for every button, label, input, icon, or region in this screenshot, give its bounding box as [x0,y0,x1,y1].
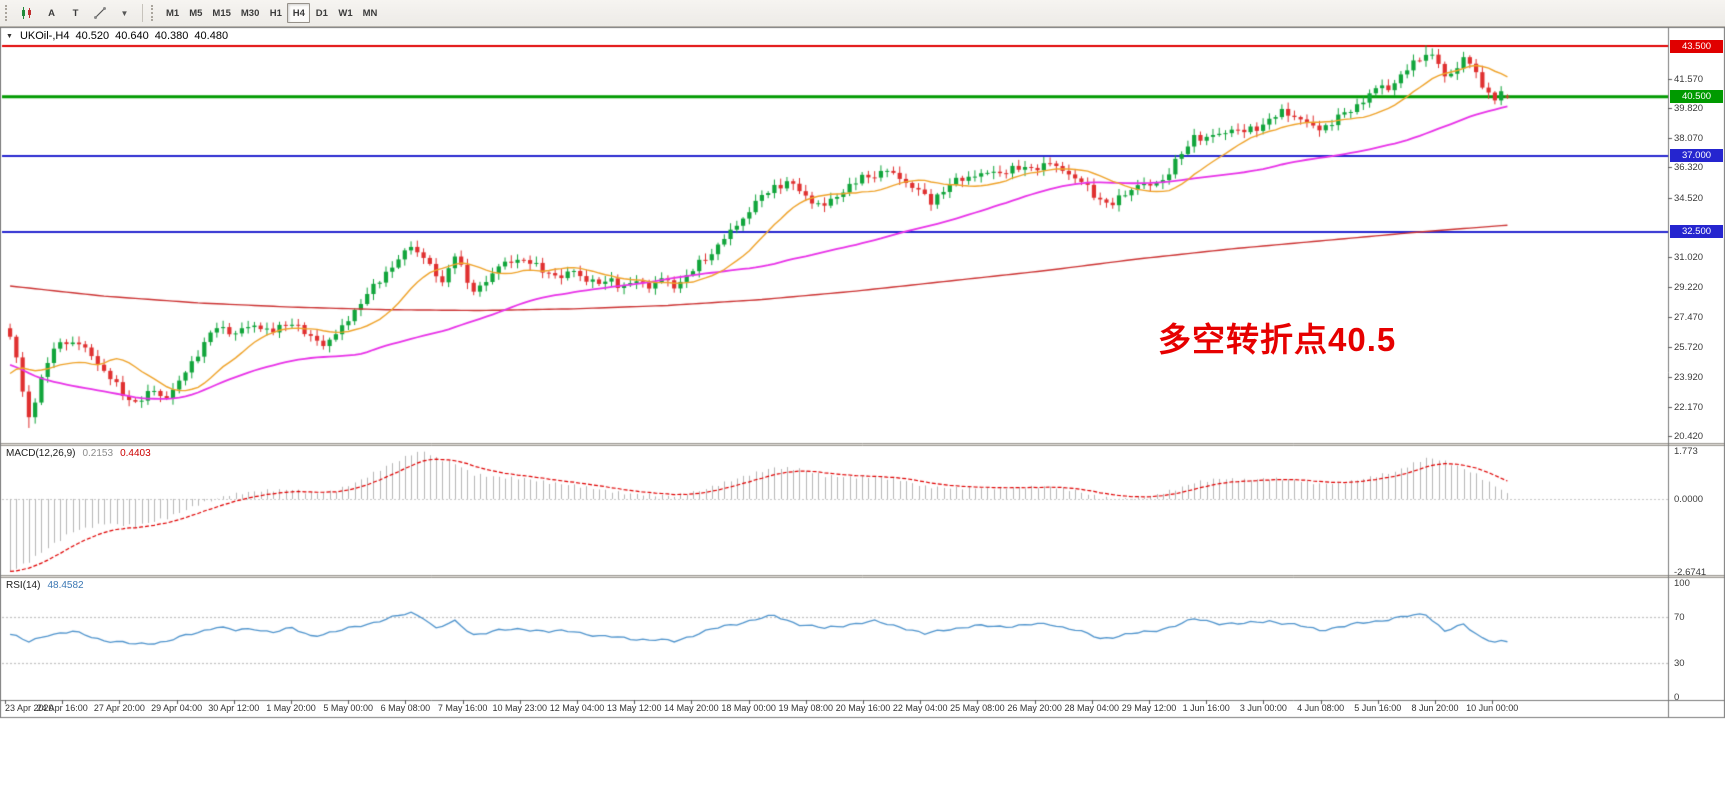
macd-main-value: 0.2153 [82,448,114,459]
toolbar-dropdown-button[interactable]: ▼ [113,3,136,23]
chart-type-button[interactable] [15,3,39,23]
timeframe-toolbar: M1 M5 M15 M30 H1 H4 D1 W1 MN [161,3,382,24]
toolbar-grip[interactable] [151,5,156,21]
ohlc-low: 40.380 [154,30,189,42]
ohlc-open: 40.520 [75,30,110,42]
macd-header: MACD(12,26,9) 0.2153 0.4403 [6,448,151,459]
timeframe-button-m1[interactable]: M1 [161,3,184,23]
timeframe-button-w1[interactable]: W1 [333,3,357,23]
text-tool-button[interactable]: T [64,3,87,23]
timeframe-button-m5[interactable]: M5 [184,3,207,23]
toolbar-grip[interactable] [5,5,10,21]
main-toolbar: A T ▼ M1 M5 M15 M30 H1 H4 D1 W1 MN [0,0,1725,27]
timeframe-button-d1[interactable]: D1 [310,3,333,23]
toolbar-separator [142,4,143,22]
candlestick-chart-icon [22,7,31,19]
symbol-period: UKOil-,H4 [19,30,70,42]
trendline-tool-icon [94,7,106,19]
timeframe-button-m15[interactable]: M15 [207,3,235,23]
macd-title: MACD(12,26,9) [6,448,76,459]
ohlc-high: 40.640 [115,30,149,42]
macd-signal-value: 0.4403 [120,448,151,459]
rsi-header: RSI(14) 48.4582 [6,580,84,591]
price-chart-canvas[interactable] [0,27,1725,791]
timeframe-button-m30[interactable]: M30 [236,3,264,23]
timeframe-button-mn[interactable]: MN [358,3,383,23]
chart-region: ▼ UKOil-,H4 40.520 40.640 40.380 40.480 … [0,27,1725,791]
rsi-title: RSI(14) [6,580,41,591]
timeframe-button-h1[interactable]: H1 [264,3,287,23]
chevron-down-icon: ▼ [120,8,129,18]
timeframe-button-h4[interactable]: H4 [287,3,311,24]
rsi-value: 48.4582 [47,580,84,591]
symbol-caret-icon[interactable]: ▼ [6,32,13,40]
chart-header: ▼ UKOil-,H4 40.520 40.640 40.380 40.480 [6,30,228,42]
chart-annotation-text[interactable]: 多空转折点40.5 [1158,321,1397,358]
ohlc-close: 40.480 [194,30,229,42]
arrow-tool-button[interactable]: A [40,3,63,23]
draw-tools-button[interactable] [88,3,112,23]
